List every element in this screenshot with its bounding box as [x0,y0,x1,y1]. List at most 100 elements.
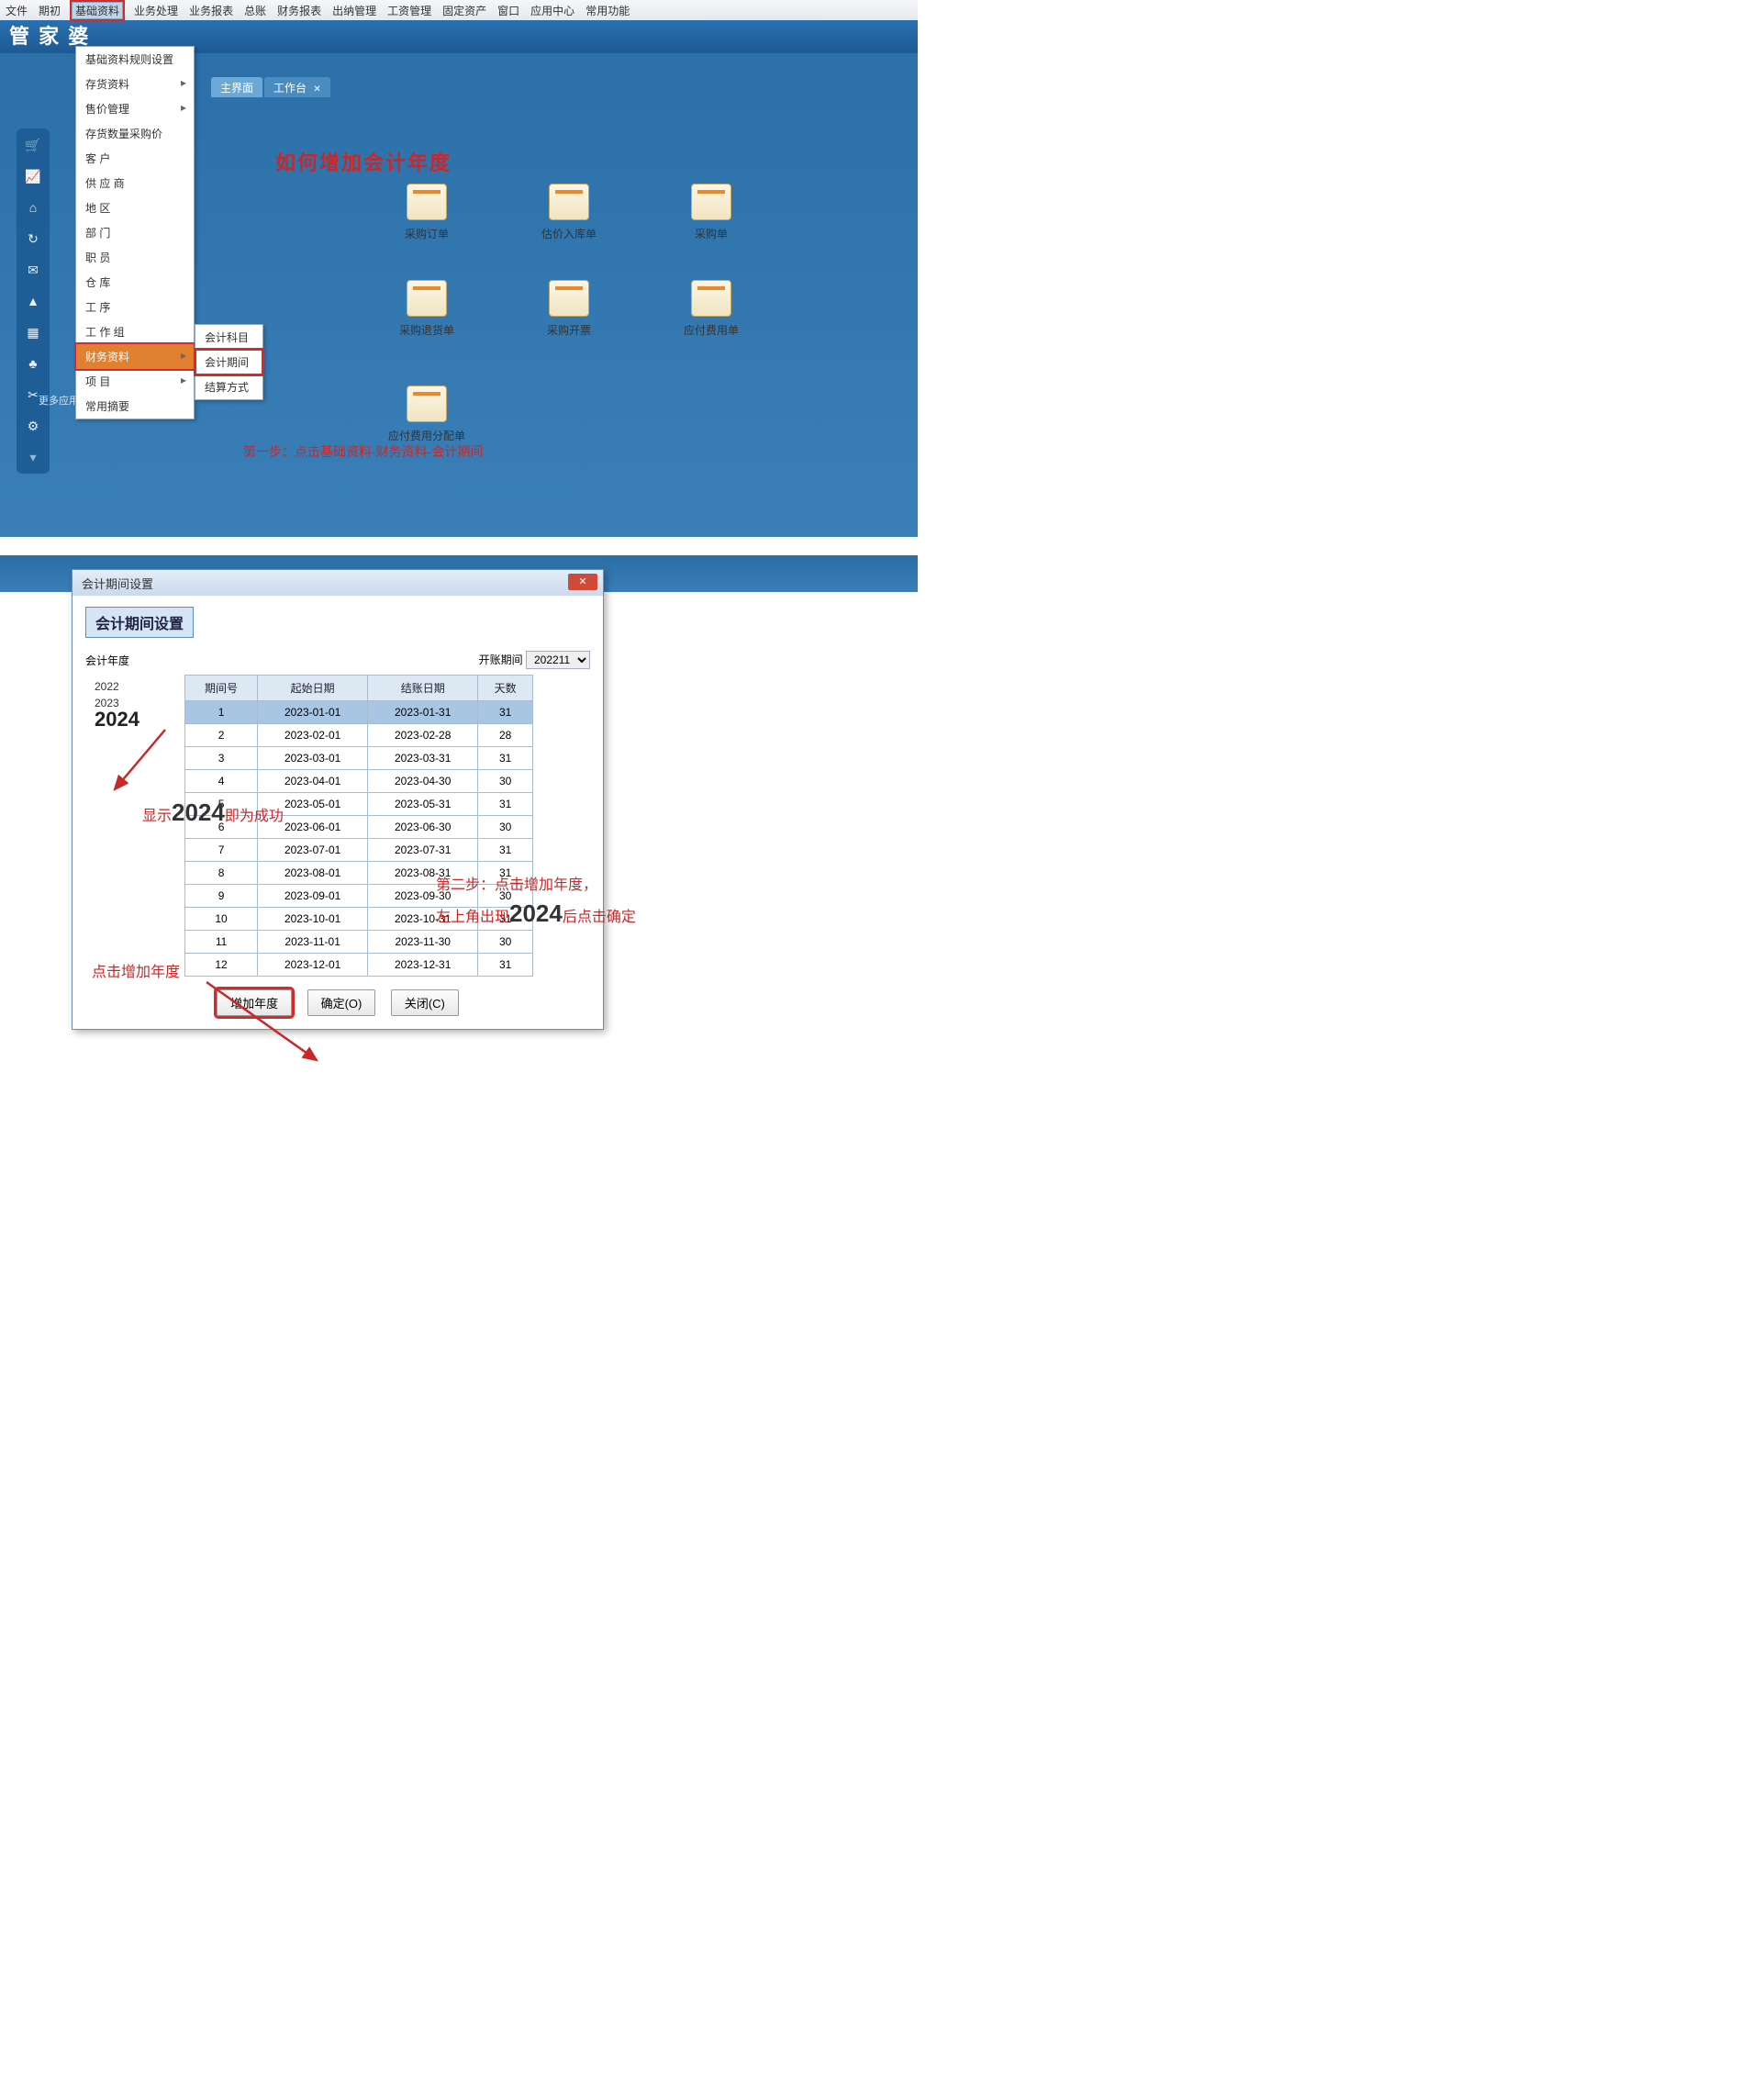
sidebar: 🛒 📈 ⌂ ↻ ✉ ▲ ▦ ♣ ✂ ⚙ ▾ [17,128,50,474]
menu-3[interactable]: 业务处理 [134,3,178,18]
doc-icon [407,280,447,317]
open-period-select[interactable]: 202211 [526,651,590,669]
tab-main[interactable]: 主界面 [211,77,262,97]
menu-11[interactable]: 应用中心 [530,3,574,18]
table-cell: 10 [185,908,258,931]
table-row[interactable]: 112023-11-012023-11-3030 [185,931,533,954]
year-label: 会计年度 [85,653,129,668]
table-cell: 31 [478,747,533,770]
shortcut-label: 估价入库单 [528,226,610,241]
dropdown-item-12[interactable]: 财务资料 [76,344,194,369]
table-cell: 2023-03-31 [368,747,478,770]
dropdown-item-10[interactable]: 工 序 [76,295,194,319]
shortcut-label: 应付费用分配单 [385,428,468,443]
table-row[interactable]: 42023-04-012023-04-3030 [185,770,533,793]
dropdown-item-13[interactable]: 项 目 [76,369,194,394]
menu-0[interactable]: 文件 [6,3,28,18]
grid-icon[interactable]: ▦ [24,323,42,341]
shortcut-label: 采购单 [670,226,753,241]
menu-6[interactable]: 财务报表 [277,3,321,18]
table-cell: 2023-03-01 [258,747,368,770]
home-icon[interactable]: ⌂ [24,198,42,217]
menu-12[interactable]: 常用功能 [585,3,630,18]
year-2024[interactable]: 2024 [95,711,168,728]
doc-icon [407,385,447,422]
doc-icon [549,184,589,220]
year-tree[interactable]: 2022 2023 2024 [85,678,168,728]
add-year-button[interactable]: 增加年度 [217,989,292,1016]
table-row[interactable]: 72023-07-012023-07-3131 [185,839,533,862]
menu-1[interactable]: 期初 [39,3,61,18]
dropdown-item-6[interactable]: 地 区 [76,195,194,220]
menu-8[interactable]: 工资管理 [387,3,431,18]
user-icon[interactable]: ▲ [24,292,42,310]
open-period-label: 开账期间 [479,653,523,666]
table-cell: 11 [185,931,258,954]
table-cell: 2023-12-01 [258,954,368,977]
shortcut-label: 采购开票 [528,322,610,338]
dropdown-item-1[interactable]: 存货资料 [76,72,194,96]
step1-annotation: 第一步：点击基础资料-财务资料-会计期间 [243,442,483,461]
table-row[interactable]: 122023-12-012023-12-3131 [185,954,533,977]
menu-5[interactable]: 总账 [244,3,266,18]
menu-9[interactable]: 固定资产 [442,3,486,18]
shortcut-2[interactable]: 采购单 [670,184,753,241]
table-row[interactable]: 22023-02-012023-02-2828 [185,724,533,747]
shortcut-label: 采购订单 [385,226,468,241]
shortcut-0[interactable]: 采购订单 [385,184,468,241]
table-cell: 8 [185,862,258,885]
menu-7[interactable]: 出纳管理 [332,3,376,18]
shortcut-label: 应付费用单 [670,322,753,338]
submenu-item-1[interactable]: 会计期间 [195,350,262,374]
table-row[interactable]: 32023-03-012023-03-3131 [185,747,533,770]
dropdown-item-5[interactable]: 供 应 商 [76,171,194,195]
shortcut-1[interactable]: 估价入库单 [528,184,610,241]
cart-icon[interactable]: 🛒 [24,136,42,154]
dropdown-item-7[interactable]: 部 门 [76,220,194,245]
dropdown-item-8[interactable]: 职 员 [76,245,194,270]
more-apps-label[interactable]: 更多应用 [39,393,79,408]
submenu-item-2[interactable]: 结算方式 [195,374,262,399]
gear-icon[interactable]: ⚙ [24,417,42,435]
chart-icon[interactable]: 📈 [24,167,42,185]
dropdown-item-4[interactable]: 客 户 [76,146,194,171]
refresh-icon[interactable]: ↻ [24,229,42,248]
year-2022[interactable]: 2022 [95,678,168,695]
table-row[interactable]: 12023-01-012023-01-3131 [185,701,533,724]
dropdown-item-3[interactable]: 存货数量采购价 [76,121,194,146]
table-cell: 2 [185,724,258,747]
dropdown-item-9[interactable]: 仓 库 [76,270,194,295]
mail-icon[interactable]: ✉ [24,261,42,279]
ok-button[interactable]: 确定(O) [307,989,376,1016]
dropdown-item-2[interactable]: 售价管理 [76,96,194,121]
tree-icon[interactable]: ♣ [24,354,42,373]
dropdown-item-0[interactable]: 基础资料规则设置 [76,47,194,72]
submenu-item-0[interactable]: 会计科目 [195,325,262,350]
close-icon[interactable]: ✕ [313,84,320,95]
shortcut-5[interactable]: 应付费用单 [670,280,753,338]
shortcut-6[interactable]: 应付费用分配单 [385,385,468,443]
page-heading: 如何增加会计年度 [275,147,452,176]
tab-workbench[interactable]: 工作台 ✕ [264,77,330,97]
main-window: 文件期初基础资料业务处理业务报表总账财务报表出纳管理工资管理固定资产窗口应用中心… [0,0,918,537]
menu-2[interactable]: 基础资料 [72,2,123,19]
down-icon[interactable]: ▾ [24,448,42,466]
doc-icon [407,184,447,220]
close-button[interactable]: 关闭(C) [391,989,459,1016]
table-cell: 1 [185,701,258,724]
menu-4[interactable]: 业务报表 [189,3,233,18]
shortcut-4[interactable]: 采购开票 [528,280,610,338]
table-cell: 30 [478,770,533,793]
doc-icon [691,280,731,317]
dialog-title: 会计期间设置 [82,577,153,591]
tab-workbench-label: 工作台 [273,82,307,95]
dropdown-item-14[interactable]: 常用摘要 [76,394,194,419]
close-icon[interactable]: ✕ [568,574,597,590]
table-cell: 2023-08-01 [258,862,368,885]
table-cell: 4 [185,770,258,793]
table-cell: 2023-11-30 [368,931,478,954]
menu-10[interactable]: 窗口 [497,3,519,18]
table-cell: 28 [478,724,533,747]
dropdown-item-11[interactable]: 工 作 组 [76,319,194,344]
shortcut-3[interactable]: 采购退货单 [385,280,468,338]
